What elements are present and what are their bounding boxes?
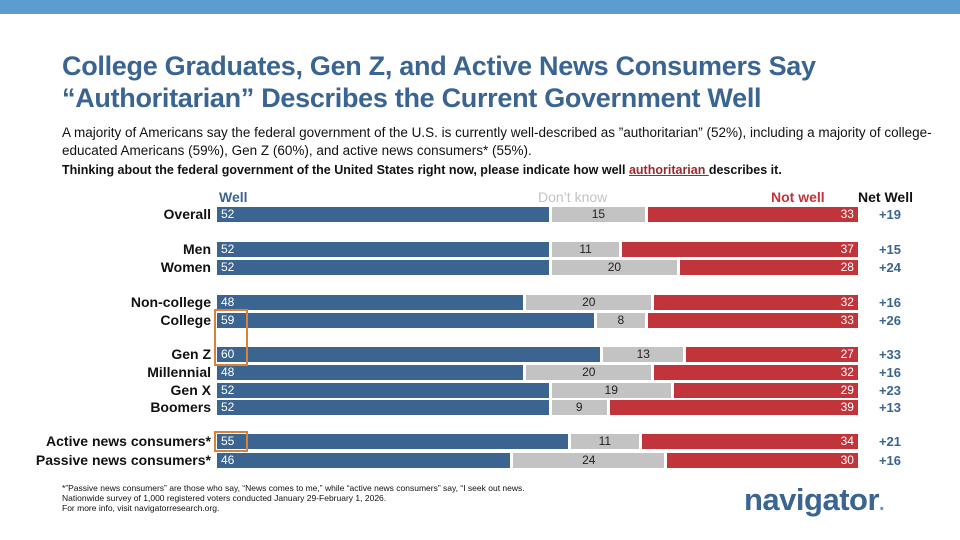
bar-row: Gen Z 60 13 27 +33 [0, 346, 960, 362]
bar-segment-dk: 20 [526, 295, 652, 310]
row-label: Overall [163, 206, 211, 222]
bar-segment-dk: 9 [551, 400, 607, 415]
net-header: Net Well [858, 189, 913, 205]
row-label: Millennial [147, 364, 211, 380]
bar-segment-well: 48 [217, 365, 524, 380]
bar-segment-well: 46 [217, 453, 511, 468]
bar-segment-dk: 20 [526, 365, 652, 380]
row-label: Non-college [130, 294, 211, 310]
row-label: Passive news consumers* [35, 452, 211, 468]
navigator-logo: navigator. [744, 482, 885, 517]
footnote-line: Nationwide survey of 1,000 registered vo… [62, 493, 387, 503]
footnote-line: *”Passive news consumers” are those who … [62, 483, 525, 493]
bar-segment-well: 52 [217, 207, 549, 222]
net-value: +16 [878, 295, 902, 310]
bar-row: Men 52 11 37 +15 [0, 241, 960, 257]
page-title: College Graduates, Gen Z, and Active New… [62, 51, 816, 113]
bar-row: Overall 52 15 33 +19 [0, 206, 960, 222]
row-label: Gen X [170, 382, 211, 398]
logo-text: navigator [744, 482, 880, 517]
highlight-box-active [214, 431, 248, 452]
subtitle: A majority of Americans say the federal … [62, 125, 932, 158]
net-value: +23 [878, 383, 902, 398]
bar-segment-dk: 11 [571, 434, 639, 449]
bar-segment-dk: 24 [513, 453, 665, 468]
net-value: +15 [878, 242, 902, 257]
bar-segment-not: 30 [667, 453, 858, 468]
net-value: +19 [878, 207, 902, 222]
bar-segment-well: 59 [217, 313, 594, 328]
net-value: +16 [878, 453, 902, 468]
bar-row: Women 52 20 28 +24 [0, 259, 960, 275]
net-value: +33 [878, 347, 902, 362]
bar-segment-dk: 11 [551, 242, 620, 257]
row-label: Women [160, 259, 211, 275]
row-label: Men [183, 241, 211, 257]
bar-segment-well: 52 [217, 383, 549, 398]
bar-segment-not: 27 [686, 347, 858, 362]
highlight-box-college-genz [214, 309, 248, 366]
bar-row: Passive news consumers* 46 24 30 +16 [0, 452, 960, 468]
net-value: +24 [878, 260, 902, 275]
bar-segment-well: 48 [217, 295, 524, 310]
bar-row: College 59 8 33 +26 [0, 312, 960, 328]
bar-row: Millennial 48 20 32 +16 [0, 364, 960, 380]
bar-segment-well: 52 [217, 242, 549, 257]
bar-segment-dk: 20 [551, 260, 677, 275]
bar-segment-well: 52 [217, 400, 549, 415]
net-value: +13 [878, 400, 902, 415]
top-accent-bar [0, 0, 960, 14]
question-before: Thinking about the federal government of… [62, 163, 629, 177]
bar-segment-well: 60 [217, 347, 601, 362]
bar-segment-well: 55 [217, 434, 569, 449]
net-value: +21 [878, 434, 902, 449]
bar-segment-dk: 8 [596, 313, 645, 328]
legend-dont-know: Don’t know [538, 189, 608, 205]
bar-segment-not: 32 [654, 295, 858, 310]
row-label: Boomers [150, 399, 211, 415]
bar-segment-not: 33 [647, 313, 858, 328]
bar-segment-not: 28 [680, 260, 858, 275]
footnote-line: For more info, visit navigatorresearch.o… [62, 503, 220, 513]
bar-segment-dk: 15 [551, 207, 645, 222]
row-label: Gen Z [171, 346, 211, 362]
bar-segment-dk: 19 [551, 383, 671, 398]
bar-segment-not: 34 [641, 434, 858, 449]
bar-segment-not: 37 [622, 242, 858, 257]
question-highlight: authoritarian [628, 163, 709, 177]
footnote: *”Passive news consumers” are those who … [62, 483, 525, 513]
row-label: College [160, 312, 211, 328]
legend-well: Well [219, 189, 248, 205]
bar-segment-not: 39 [609, 400, 858, 415]
bar-segment-not: 32 [654, 365, 858, 380]
net-value: +26 [878, 313, 902, 328]
bar-row: Boomers 52 9 39 +13 [0, 399, 960, 415]
bar-segment-dk: 13 [603, 347, 684, 362]
net-value: +16 [878, 365, 902, 380]
bar-segment-well: 52 [217, 260, 549, 275]
question-text: Thinking about the federal government of… [62, 163, 782, 177]
row-label: Active news consumers* [46, 433, 211, 449]
question-after: describes it. [708, 163, 782, 177]
bar-row: Gen X 52 19 29 +23 [0, 382, 960, 398]
bar-segment-not: 33 [647, 207, 858, 222]
bar-row: Active news consumers* 55 11 34 +21 [0, 433, 960, 449]
legend-not-well: Not well [771, 189, 825, 205]
bar-row: Non-college 48 20 32 +16 [0, 294, 960, 310]
bar-segment-not: 29 [673, 383, 858, 398]
